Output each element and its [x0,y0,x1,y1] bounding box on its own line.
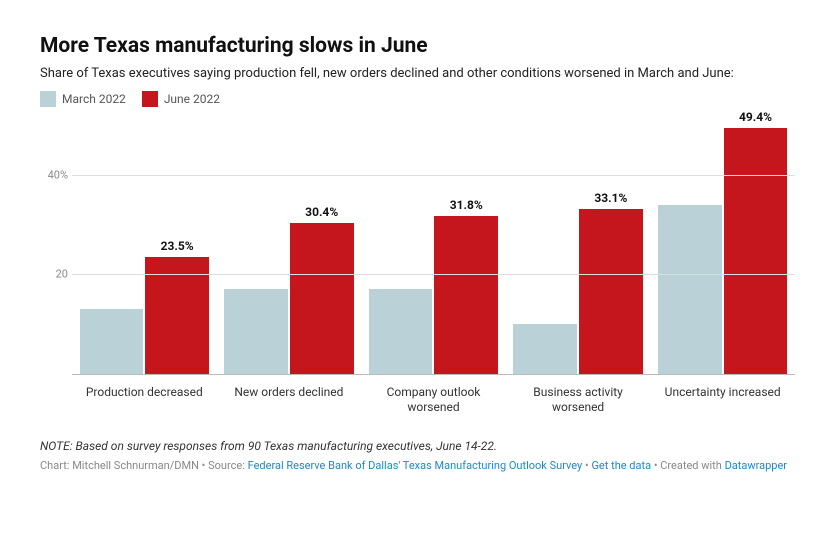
bar-value-label: 33.1% [594,191,627,205]
legend-swatch-march [40,91,56,107]
bar-value-label: 30.4% [305,205,338,219]
bar-june: 49.4% [724,128,788,374]
bar-group: 30.4% [217,115,362,374]
plot-area: 23.5%30.4%31.8%33.1%49.4% 2040% [72,115,795,375]
bar-value-label: 23.5% [161,239,194,253]
x-axis-label: Uncertainty increased [650,379,795,425]
x-axis-label: Business activity worsened [506,379,651,425]
legend: March 2022 June 2022 [40,91,795,107]
bar-march [369,289,433,374]
y-tick-label: 40% [40,168,68,181]
chart-credits: Chart: Mitchell Schnurman/DMN Source: Fe… [40,459,795,472]
gridline [72,175,795,176]
bar-group: 33.1% [506,115,651,374]
credit-source-prefix: Source: [208,459,247,472]
x-axis-labels: Production decreasedNew orders declinedC… [72,379,795,425]
chart-note: NOTE: Based on survey responses from 90 … [40,439,795,453]
y-tick-label: 20 [40,268,68,281]
bar-value-label: 31.8% [450,198,483,212]
bar-june: 31.8% [434,216,498,374]
bar-group: 49.4% [650,115,795,374]
legend-label-march: March 2022 [62,92,126,106]
bar-march [224,289,288,374]
x-axis-label: Company outlook worsened [361,379,506,425]
chart: 23.5% 30.4% 31.8% 33.1% 49.4% 20 40% Producti… [40,115,795,425]
bar-march [80,309,144,374]
legend-item-june: June 2022 [142,91,220,107]
chart-card: More Texas manufacturing slows in June S… [0,0,835,557]
bar-march [658,205,722,374]
bar-june: 33.1% [579,209,643,374]
x-axis-label: New orders declined [217,379,362,425]
bar-june: 30.4% [290,223,354,374]
bar-march [513,324,577,374]
credit-created-prefix: Created with [660,459,724,472]
legend-swatch-june [142,91,158,107]
chart-subtitle: Share of Texas executives saying product… [40,66,795,81]
credit-chart-prefix: Chart: [40,459,72,472]
credit-created-link[interactable]: Datawrapper [725,459,787,472]
legend-item-march: March 2022 [40,91,126,107]
credit-source-link[interactable]: Federal Reserve Bank of Dallas' Texas Ma… [248,459,583,472]
bar-value-label: 49.4% [739,110,772,124]
x-axis-label: Production decreased [72,379,217,425]
bar-group: 31.8% [361,115,506,374]
bar-groups: 23.5% 30.4% 31.8% 33.1% 49.4% [72,115,795,374]
gridline [72,274,795,275]
legend-label-june: June 2022 [164,92,220,106]
credit-chart-author: Mitchell Schnurman/DMN [72,459,199,472]
credit-getdata-link[interactable]: Get the data [591,459,651,472]
chart-title: More Texas manufacturing slows in June [40,34,795,58]
bar-group: 23.5% [72,115,217,374]
